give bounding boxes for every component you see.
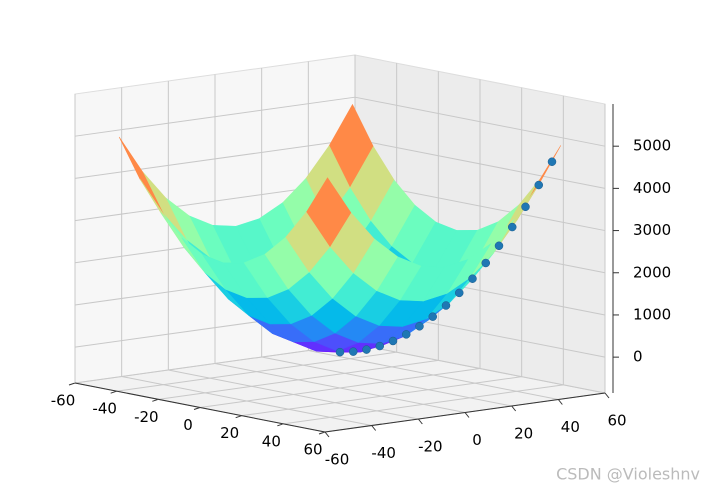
grid-line bbox=[354, 138, 606, 189]
x-tick-label: 60 bbox=[303, 441, 322, 459]
grid-line bbox=[121, 376, 372, 426]
scatter-point bbox=[455, 288, 464, 298]
scatter-point bbox=[468, 274, 477, 283]
scatter-point bbox=[362, 345, 371, 354]
z-tick-label: 3000 bbox=[633, 221, 671, 239]
y-tick bbox=[511, 405, 517, 412]
x-tick-label: 20 bbox=[220, 424, 239, 442]
y-tick-label: -20 bbox=[418, 438, 443, 456]
y-tick bbox=[417, 418, 423, 425]
axis-line bbox=[324, 392, 606, 433]
x-tick bbox=[318, 431, 326, 435]
scatter-point bbox=[481, 258, 490, 268]
scatter-point bbox=[349, 347, 358, 356]
y-tick-label: 0 bbox=[472, 431, 482, 449]
z-tick-label: 2000 bbox=[633, 263, 671, 281]
scatter-point bbox=[388, 336, 398, 346]
y-tick-label: -40 bbox=[371, 444, 396, 462]
x-tick-label: 40 bbox=[262, 432, 281, 450]
y-tick bbox=[557, 399, 563, 405]
y-tick-label: 20 bbox=[514, 425, 533, 443]
grid-line bbox=[214, 363, 466, 413]
x-tick bbox=[110, 390, 117, 394]
grid-line bbox=[74, 96, 356, 137]
x-tick bbox=[235, 415, 242, 419]
x-tick-label: -60 bbox=[51, 392, 76, 410]
scatter-point bbox=[428, 312, 437, 321]
surface-patch bbox=[306, 177, 352, 248]
x-tick-label: -40 bbox=[92, 400, 117, 418]
scatter-point bbox=[441, 301, 451, 310]
scatter-point bbox=[375, 341, 384, 351]
y-tick bbox=[324, 431, 330, 438]
x-tick bbox=[68, 382, 76, 386]
grid-line bbox=[308, 350, 559, 400]
x-tick-label: -20 bbox=[134, 408, 159, 426]
scatter-point bbox=[547, 157, 557, 166]
x-tick-label: 0 bbox=[183, 416, 193, 434]
x-tick bbox=[193, 407, 201, 410]
z-tick-label: 4000 bbox=[633, 179, 671, 197]
scatter-point bbox=[335, 347, 345, 357]
grid-line bbox=[168, 369, 419, 420]
scatter-point bbox=[494, 241, 504, 251]
scatter-point bbox=[508, 222, 517, 232]
z-tick-label: 5000 bbox=[633, 137, 671, 155]
axis-line bbox=[74, 382, 326, 433]
scatter-point bbox=[402, 330, 411, 339]
y-tick bbox=[464, 412, 470, 418]
scatter-point bbox=[521, 202, 530, 212]
z-tick-label: 1000 bbox=[633, 305, 671, 323]
y-tick-label: 40 bbox=[561, 418, 580, 436]
y-tick-label: 60 bbox=[607, 412, 626, 430]
y-tick bbox=[371, 425, 377, 431]
watermark: CSDN @Violeshnv bbox=[556, 465, 700, 484]
scatter-point bbox=[534, 180, 543, 190]
scatter-point bbox=[415, 322, 424, 331]
y-tick-label: -60 bbox=[325, 451, 350, 469]
x-tick bbox=[277, 423, 284, 427]
grid-line bbox=[261, 356, 512, 407]
grid-line bbox=[354, 96, 606, 147]
grid-line bbox=[74, 138, 356, 179]
y-tick bbox=[604, 392, 610, 399]
grid-line bbox=[354, 343, 606, 394]
z-tick-label: 0 bbox=[633, 348, 643, 366]
x-tick bbox=[152, 398, 159, 402]
